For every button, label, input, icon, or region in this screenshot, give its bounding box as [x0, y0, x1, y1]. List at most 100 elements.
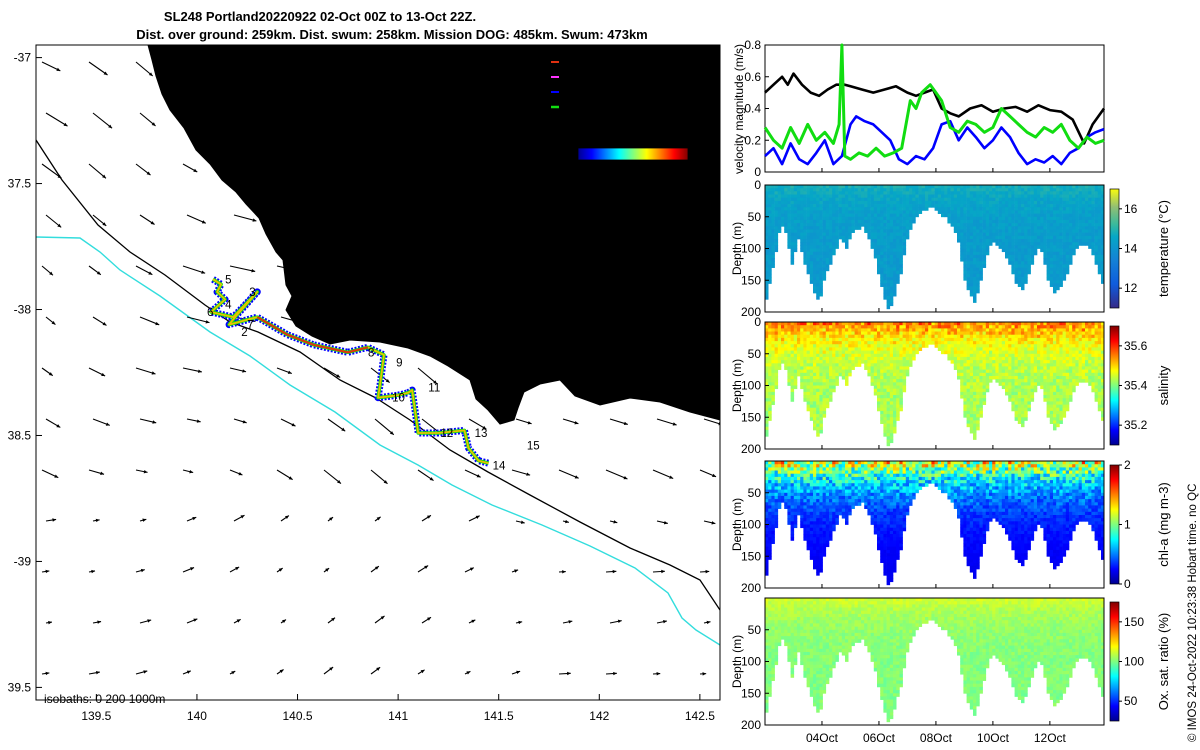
section-cell: [969, 328, 974, 332]
section-cell: [1017, 210, 1022, 214]
section-cell: [787, 350, 791, 355]
section-cell: [957, 322, 961, 326]
section-cell: [1005, 197, 1009, 202]
section-cell: [838, 347, 843, 351]
section-cell: [998, 353, 1003, 358]
section-cell: [883, 232, 887, 237]
section-cell: [1091, 213, 1095, 218]
section-cell: [1005, 369, 1009, 374]
section-cell: [813, 286, 817, 291]
section-cell: [1094, 232, 1099, 237]
section-cell: [899, 270, 903, 275]
section-cell: [902, 344, 907, 348]
section-cell: [816, 232, 820, 237]
section-cell: [1059, 360, 1063, 364]
section-cell: [1027, 404, 1031, 409]
section-cell: [889, 356, 894, 361]
section-cell: [902, 242, 907, 246]
section-cell: [1046, 229, 1051, 233]
section-cell: [992, 366, 996, 370]
section-cell: [1008, 204, 1012, 208]
section-cell: [1101, 270, 1105, 275]
section-cell: [976, 350, 980, 355]
section-cell: [973, 360, 977, 364]
section-cell: [854, 337, 859, 342]
section-cell: [771, 213, 775, 218]
section-cell: [1056, 283, 1060, 287]
section-cell: [1049, 366, 1054, 370]
section-cell: [1033, 204, 1038, 208]
section-cell: [829, 350, 833, 355]
section-cell: [941, 188, 945, 192]
velocity-arrowhead: [148, 271, 153, 275]
section-cell: [873, 191, 878, 195]
section-cell: [806, 191, 811, 195]
section-cell: [883, 242, 887, 246]
section-cell: [765, 191, 769, 195]
section-cell: [861, 337, 865, 342]
section-cell: [768, 382, 772, 386]
section-cell: [915, 194, 919, 199]
section-cell: [931, 194, 935, 199]
section-cell: [931, 331, 935, 336]
section-cell: [800, 369, 804, 374]
section-cell: [1024, 407, 1028, 412]
section-cell: [1059, 363, 1063, 367]
section-cell: [835, 242, 839, 246]
section-cell: [896, 235, 900, 240]
section-cell: [813, 388, 817, 393]
section-cell: [1030, 207, 1035, 211]
section-cell: [787, 210, 791, 214]
section-cell: [813, 420, 817, 424]
section-cell: [995, 325, 999, 329]
section-cell: [1046, 369, 1051, 374]
section-cell: [1091, 200, 1095, 205]
section-cell: [813, 254, 817, 259]
section-cell: [899, 248, 903, 253]
section-cell: [1062, 353, 1067, 358]
section-cell: [813, 417, 817, 421]
section-cell: [963, 264, 967, 268]
section-cell: [851, 328, 855, 332]
section-cell: [809, 204, 814, 208]
section-cell: [765, 277, 769, 281]
section-cell: [1024, 204, 1028, 208]
section-cell: [976, 325, 980, 329]
section-cell: [985, 235, 990, 240]
section-cell: [765, 363, 769, 367]
section-cell: [825, 360, 830, 364]
section-cell: [1030, 185, 1035, 189]
section-cell: [893, 401, 897, 405]
section-cell: [832, 213, 836, 218]
section-cell: [1046, 410, 1051, 415]
section-cell: [995, 200, 999, 205]
section-cell: [806, 223, 811, 227]
section-cell: [960, 226, 964, 230]
section-cell: [1088, 229, 1092, 233]
section-cell: [928, 191, 932, 195]
section-cell: [886, 280, 891, 284]
section-cell: [1017, 344, 1022, 348]
section-cell: [966, 376, 971, 380]
section-cell: [1081, 197, 1086, 202]
section-cell: [1005, 239, 1009, 243]
section-cell: [829, 356, 833, 361]
section-cell: [957, 344, 961, 348]
section-cell: [787, 191, 791, 195]
section-cell: [877, 341, 881, 345]
section-cell: [774, 248, 779, 253]
velocity-arrowhead: [251, 268, 256, 273]
section-cell: [1049, 245, 1054, 249]
section-cell: [835, 213, 839, 218]
section-cell: [944, 341, 948, 345]
section-cell: [768, 334, 772, 339]
section-cell: [806, 270, 811, 275]
section-cell: [803, 194, 807, 199]
section-cell: [909, 219, 913, 224]
section-cell: [825, 235, 830, 240]
section-cell: [1040, 191, 1044, 195]
section-cell: [889, 398, 894, 402]
section-cell: [976, 204, 980, 208]
section-cell: [909, 191, 913, 195]
section-cell: [902, 226, 907, 230]
